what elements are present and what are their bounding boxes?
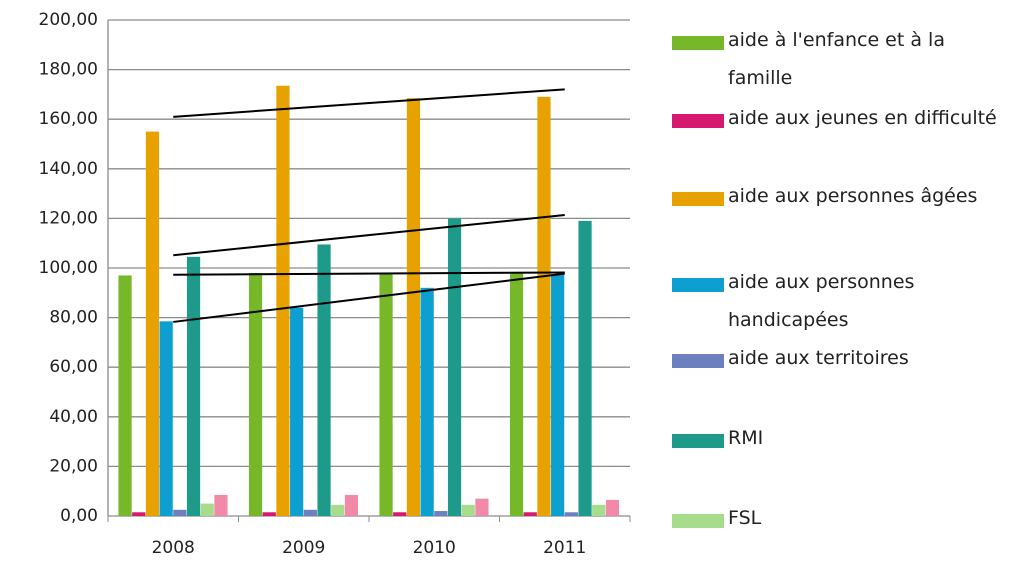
legend-label: aide aux territoires	[728, 347, 909, 369]
y-tick-label: 40,00	[49, 407, 98, 427]
x-tick-label: 2011	[543, 538, 586, 558]
legend-item: aide aux jeunes en difficulté	[672, 107, 1002, 137]
y-tick-label: 60,00	[49, 357, 98, 377]
bar	[248, 272, 263, 516]
y-tick-label: 20,00	[49, 456, 98, 476]
trend-line	[173, 214, 565, 257]
y-tick-label: 80,00	[49, 308, 98, 328]
bar	[592, 504, 606, 516]
bar	[317, 244, 331, 516]
legend-swatch	[672, 278, 724, 292]
legend-item: aide aux personnes handicapées	[672, 271, 1002, 339]
legend-label: aide à l'enfance et à la famille	[728, 29, 945, 89]
legend-label: RMI	[728, 427, 764, 449]
bar	[379, 272, 393, 516]
bar	[159, 321, 173, 516]
y-tick-label: 160,00	[39, 109, 98, 129]
legend-swatch	[672, 192, 724, 206]
y-tick-label: 100,00	[39, 258, 98, 278]
y-tick-label: 0,00	[60, 506, 98, 526]
x-tick-label: 2009	[282, 538, 325, 558]
bar	[331, 504, 345, 516]
x-tick-label: 2008	[152, 538, 195, 558]
bar	[605, 499, 620, 516]
bar	[393, 512, 407, 516]
bar	[434, 511, 448, 516]
bar	[276, 85, 290, 516]
bar	[173, 509, 187, 516]
bar	[214, 494, 228, 516]
legend-item: aide aux territoires	[672, 347, 1002, 377]
bar	[564, 512, 578, 516]
legend-item: aide aux personnes âgées	[672, 185, 1002, 215]
bar	[447, 218, 462, 516]
y-tick-label: 140,00	[39, 159, 98, 179]
legend-swatch	[672, 514, 724, 528]
bar	[523, 512, 537, 516]
trend-line	[173, 271, 565, 276]
bar	[303, 509, 317, 516]
bar	[262, 512, 276, 516]
legend-item: RMI	[672, 427, 1002, 457]
y-tick-label: 180,00	[39, 60, 98, 80]
bar	[551, 274, 565, 516]
legend-swatch	[672, 434, 724, 448]
x-tick-label: 2010	[413, 538, 456, 558]
legend-label: aide aux personnes handicapées	[728, 271, 915, 331]
y-tick-label: 200,00	[39, 10, 98, 30]
legend-label: aide aux jeunes en difficulté	[728, 107, 997, 129]
legend-item: aide à l'enfance et à la famille	[672, 29, 1002, 97]
bar	[344, 494, 359, 516]
bar	[132, 512, 146, 516]
legend-item: FSL	[672, 507, 1002, 537]
bar	[406, 98, 421, 517]
bar	[118, 275, 132, 516]
bar	[186, 256, 201, 516]
legend-label: aide aux personnes âgées	[728, 185, 978, 207]
legend-swatch	[672, 36, 724, 50]
bar	[537, 96, 551, 516]
bar	[200, 503, 214, 516]
bar	[145, 131, 160, 516]
bar	[461, 504, 475, 516]
legend-swatch	[672, 114, 724, 128]
trend-line	[173, 272, 565, 323]
trend-line	[173, 88, 565, 118]
legend-swatch	[672, 354, 724, 368]
y-tick-label: 120,00	[39, 208, 98, 228]
bar	[420, 287, 434, 516]
bar	[290, 307, 304, 516]
bar	[509, 272, 524, 516]
bar	[578, 220, 592, 516]
bar	[475, 498, 489, 516]
legend-label: FSL	[728, 507, 762, 529]
